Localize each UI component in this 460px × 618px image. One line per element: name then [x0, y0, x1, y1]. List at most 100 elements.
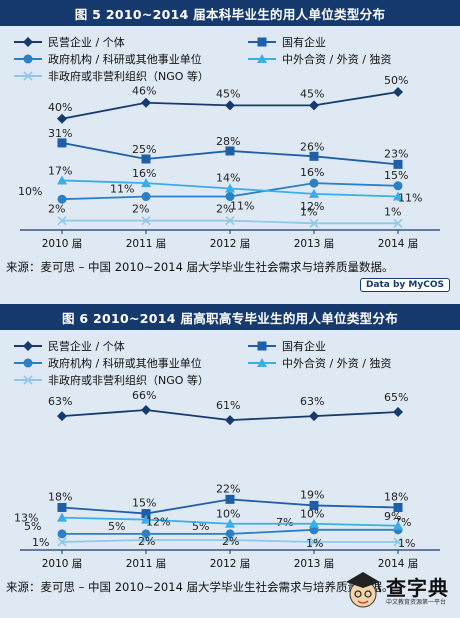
- legend-label: 政府机构 / 科研或其他事业单位: [48, 356, 202, 370]
- data-point: [309, 218, 319, 228]
- data-point: [141, 154, 151, 164]
- data-point: [393, 520, 403, 530]
- x-tick-label: 2010 届: [42, 558, 83, 570]
- data-label: 9%: [384, 510, 401, 523]
- data-label: 12%: [300, 200, 324, 213]
- legend-label: 中外合资 / 外资 / 独资: [282, 52, 391, 66]
- data-point: [393, 502, 403, 512]
- series-4: 2% 2% 2% 1% 1%: [48, 203, 403, 228]
- series-0: 63% 66% 61% 63% 65%: [48, 389, 408, 426]
- data-label: 1%: [398, 537, 415, 550]
- data-label: 31%: [48, 127, 72, 140]
- legend-marker-diamond: [23, 37, 33, 47]
- x-tick-label: 2013 届: [294, 238, 335, 250]
- series-0: 40% 46% 45% 45% 50%: [48, 74, 408, 124]
- data-label: 61%: [216, 399, 240, 412]
- legend-label: 国有企业: [282, 339, 326, 353]
- legend-marker-triangle: [257, 358, 267, 367]
- legend-label: 中外合资 / 外资 / 独资: [282, 356, 391, 370]
- watermark-text: 查字典: [386, 576, 449, 600]
- legend-item: 政府机构 / 科研或其他事业单位: [14, 356, 202, 370]
- data-point: [141, 405, 151, 415]
- data-point: [393, 191, 403, 201]
- data-point: [393, 181, 403, 191]
- data-label: 16%: [132, 167, 156, 180]
- data-point: [393, 537, 403, 547]
- data-label: 1%: [300, 205, 317, 218]
- data-label: 50%: [384, 74, 408, 87]
- data-label: 65%: [384, 391, 408, 404]
- data-label: 40%: [48, 101, 72, 114]
- series-3: 17% 16% 14% 12% 11%: [48, 164, 422, 212]
- data-label: 1%: [384, 205, 401, 218]
- data-point: [309, 411, 319, 422]
- legend-marker-square: [257, 341, 267, 351]
- data-label: 46%: [132, 85, 156, 98]
- data-point: [225, 529, 235, 539]
- data-label: 15%: [384, 169, 408, 182]
- legend-label: 民营企业 / 个体: [48, 339, 125, 353]
- data-label: 1%: [32, 536, 49, 549]
- site-watermark: 查字典 中文教育资源第一平台: [342, 568, 454, 614]
- data-point: [141, 509, 151, 519]
- data-point: [141, 535, 151, 545]
- data-point: [225, 100, 235, 111]
- legend-marker-cross: [23, 71, 33, 81]
- data-label: 18%: [384, 490, 408, 503]
- data-label: 7%: [276, 516, 293, 529]
- data-point: [141, 216, 151, 226]
- data-point: [57, 113, 67, 124]
- legend-label: 非政府或非营利组织（NGO 等）: [48, 373, 209, 387]
- data-point: [225, 415, 235, 426]
- data-point: [225, 146, 235, 156]
- series-3: 13% 12% 10% 10% 9%: [14, 508, 403, 530]
- chart-panel-vocational: 图 6 2010~2014 届高职高专毕业生的用人单位类型分布 民营企业 / 个…: [0, 304, 460, 618]
- data-label: 18%: [48, 490, 72, 503]
- x-tick-label: 2013 届: [294, 558, 335, 570]
- legend-marker-triangle: [257, 54, 267, 63]
- data-label: 45%: [300, 87, 324, 100]
- data-point: [309, 518, 319, 528]
- data-point: [309, 178, 319, 188]
- legend-item: 中外合资 / 外资 / 独资: [248, 52, 391, 66]
- data-label: 26%: [300, 140, 324, 153]
- data-label: 15%: [132, 497, 156, 510]
- data-point: [57, 529, 67, 539]
- legend-label: 国有企业: [282, 35, 326, 49]
- data-point: [225, 192, 235, 202]
- legend-marker-circle: [23, 54, 33, 64]
- data-point: [309, 100, 319, 111]
- data-point: [309, 151, 319, 161]
- legend-item: 国有企业: [248, 339, 326, 353]
- x-tick-label: 2014 届: [378, 558, 419, 570]
- data-label: 16%: [300, 166, 324, 179]
- chart-title: 图 5 2010~2014 届本科毕业生的用人单位类型分布: [0, 0, 460, 26]
- legend-marker-square: [257, 37, 267, 47]
- x-tick-label: 2011 届: [126, 238, 167, 250]
- chart-panel-undergraduate: 图 5 2010~2014 届本科毕业生的用人单位类型分布 民营企业 / 个体 国…: [0, 0, 460, 300]
- legend-item: 非政府或非营利组织（NGO 等）: [14, 373, 209, 387]
- data-point: [141, 514, 151, 524]
- watermark-subtext: 中文教育资源第一平台: [386, 599, 447, 606]
- series-1: 18% 15% 22% 19% 18%: [48, 482, 408, 519]
- data-point: [57, 512, 67, 522]
- data-label: 63%: [48, 395, 72, 408]
- data-label: 63%: [300, 395, 324, 408]
- data-point: [393, 159, 403, 169]
- data-label: 28%: [216, 135, 240, 148]
- data-point: [309, 537, 319, 547]
- data-point: [393, 407, 403, 418]
- chart-area: 民营企业 / 个体 国有企业政府机构 / 科研或其他事业单位 中外合资 / 外资 /…: [0, 330, 460, 578]
- data-point: [57, 175, 67, 185]
- data-point: [141, 192, 151, 202]
- data-label: 2%: [216, 203, 233, 216]
- data-label: 2%: [48, 203, 65, 216]
- data-point: [393, 218, 403, 228]
- data-label: 19%: [300, 488, 324, 501]
- x-tick-label: 2014 届: [378, 238, 419, 250]
- data-point: [225, 183, 235, 193]
- legend-item: 中外合资 / 外资 / 独资: [248, 356, 391, 370]
